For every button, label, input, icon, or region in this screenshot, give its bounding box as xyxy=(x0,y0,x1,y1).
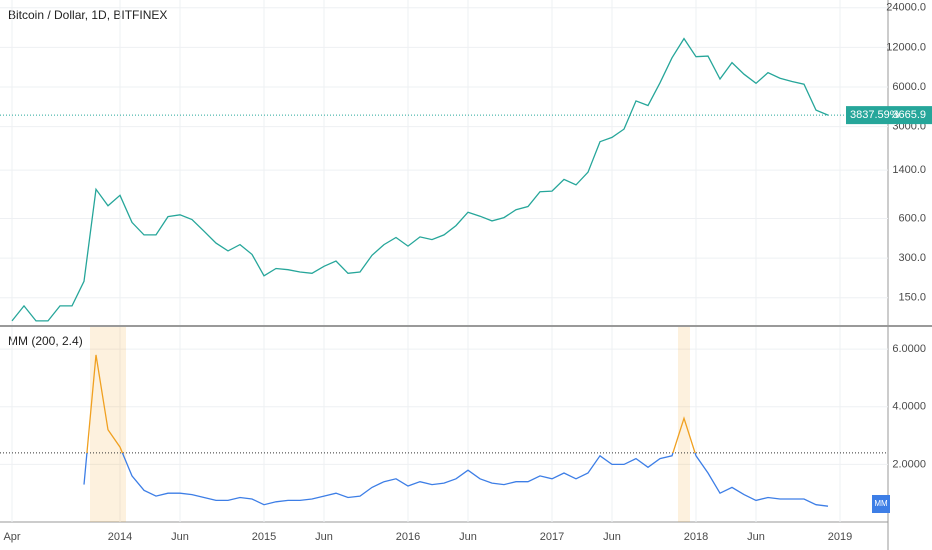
x-tick-label: 2016 xyxy=(396,531,420,543)
x-tick-label: Jun xyxy=(747,531,765,543)
highlight-band xyxy=(678,327,690,522)
last-price-label: 3665.9 xyxy=(892,109,926,121)
x-tick-label: Apr xyxy=(3,531,20,543)
chart-title: Bitcoin / Dollar, 1D, BITFINEX xyxy=(8,8,167,22)
series-line xyxy=(83,354,829,507)
highlight-band xyxy=(114,327,126,522)
legend-badge xyxy=(872,495,890,513)
x-tick-label: 2019 xyxy=(828,531,852,543)
series-line xyxy=(11,37,829,322)
y-tick-label: 150.0 xyxy=(898,292,926,304)
x-tick-label: 2014 xyxy=(108,531,132,543)
y-tick-label: 300.0 xyxy=(898,252,926,264)
legend-label: MM xyxy=(874,499,888,508)
change-label: 3837.59% xyxy=(850,109,900,121)
x-tick-label: 2017 xyxy=(540,531,564,543)
y-tick-label: 6000.0 xyxy=(892,81,926,93)
x-tick-label: Jun xyxy=(315,531,333,543)
x-tick-label: 2018 xyxy=(684,531,708,543)
y-tick-label: 2.0000 xyxy=(892,458,926,470)
y-tick-label: 600.0 xyxy=(898,212,926,224)
y-tick-label: 4.0000 xyxy=(892,401,926,413)
y-tick-label: 12000.0 xyxy=(886,41,926,53)
x-tick-label: 2015 xyxy=(252,531,276,543)
x-tick-label: Jun xyxy=(459,531,477,543)
x-tick-label: Jun xyxy=(603,531,621,543)
y-tick-label: 6.0000 xyxy=(892,343,926,355)
last-price-box xyxy=(846,106,932,125)
x-tick-label: Jun xyxy=(171,531,189,543)
highlight-band xyxy=(102,327,114,522)
indicator-title: MM (200, 2.4) xyxy=(8,334,83,348)
y-tick-label: 24000.0 xyxy=(886,2,926,14)
y-tick-label: 1400.0 xyxy=(892,164,926,176)
